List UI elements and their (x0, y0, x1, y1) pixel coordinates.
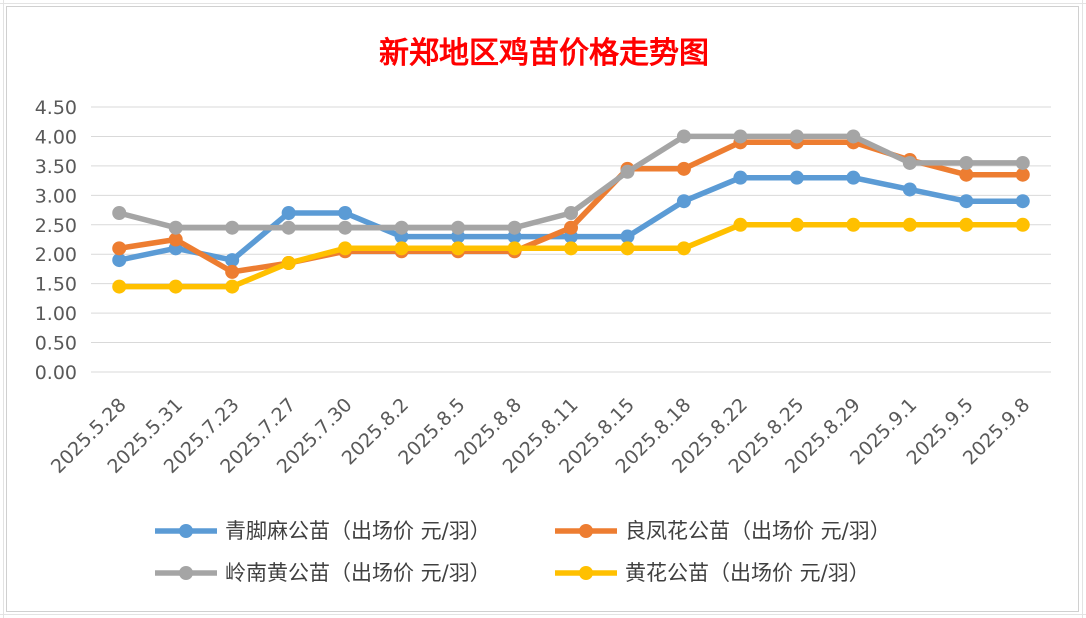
data-point[interactable] (281, 256, 296, 271)
data-point[interactable] (564, 241, 578, 256)
data-point[interactable] (394, 241, 409, 256)
y-tick-label: 1.00 (35, 303, 77, 325)
data-point[interactable] (902, 217, 917, 232)
legend-label: 岭南黄公苗（出场价 元/羽） (225, 561, 491, 585)
data-point[interactable] (1015, 217, 1030, 232)
data-point[interactable] (620, 164, 635, 179)
data-point[interactable] (112, 279, 127, 294)
y-tick-label: 0.50 (35, 333, 77, 355)
legend-label: 黄花公苗（出场价 元/羽） (625, 561, 870, 585)
data-point[interactable] (338, 220, 353, 235)
chart-area[interactable]: 新郑地区鸡苗价格走势图 0.00 0.50 1.00 1.50 2.00 2.50 3.00… (6, 6, 1079, 612)
sheet-gridline (3, 0, 4, 618)
x-axis: 2025.5.282025.5.312025.7.232025.7.272025… (47, 394, 1034, 478)
data-point[interactable] (168, 279, 183, 294)
data-point[interactable] (338, 241, 353, 256)
y-tick-label: 3.50 (35, 156, 77, 178)
data-point[interactable] (902, 182, 917, 197)
data-point[interactable] (225, 220, 240, 235)
data-point[interactable] (789, 217, 804, 232)
y-tick-label: 4.00 (35, 126, 77, 148)
y-tick-label: 2.50 (35, 215, 77, 237)
legend-label: 青脚麻公苗（出场价 元/羽） (225, 519, 491, 543)
data-point[interactable] (846, 129, 861, 144)
data-point[interactable] (1015, 194, 1030, 209)
data-point[interactable] (394, 220, 409, 235)
y-tick-label: 3.00 (35, 185, 77, 207)
data-point[interactable] (733, 170, 748, 185)
data-point[interactable] (451, 220, 466, 235)
y-tick-label: 0.00 (35, 362, 77, 384)
legend-swatch-marker (179, 524, 193, 538)
legend-entry[interactable]: 青脚麻公苗（出场价 元/羽） (155, 519, 491, 543)
data-point[interactable] (564, 206, 578, 220)
data-point[interactable] (676, 241, 691, 256)
series-group (112, 129, 1030, 294)
series-4 (112, 217, 1030, 294)
data-point[interactable] (1015, 155, 1030, 170)
data-point[interactable] (676, 161, 691, 176)
data-point[interactable] (620, 241, 635, 256)
data-point[interactable] (959, 194, 974, 209)
data-point[interactable] (733, 217, 748, 232)
data-point[interactable] (112, 206, 127, 220)
data-point[interactable] (676, 129, 691, 144)
data-point[interactable] (507, 220, 522, 235)
legend-swatch-marker (579, 566, 593, 580)
sheet-gridline (1082, 0, 1083, 618)
data-point[interactable] (225, 279, 240, 294)
legend-swatch-marker (579, 524, 593, 538)
data-point[interactable] (959, 217, 974, 232)
data-point[interactable] (1015, 167, 1030, 182)
data-point[interactable] (168, 220, 183, 235)
data-point[interactable] (959, 167, 974, 182)
y-tick-label: 2.00 (35, 244, 77, 266)
series-3 (112, 129, 1030, 235)
data-point[interactable] (676, 194, 691, 209)
y-tick-label: 1.50 (35, 274, 77, 296)
data-point[interactable] (338, 206, 353, 220)
legend-swatch-marker (179, 566, 193, 580)
sheet-gridline (0, 614, 1086, 615)
legend-entry[interactable]: 黄花公苗（出场价 元/羽） (555, 561, 870, 585)
data-point[interactable] (620, 229, 635, 244)
data-point[interactable] (733, 129, 748, 144)
legend-entry[interactable]: 岭南黄公苗（出场价 元/羽） (155, 561, 491, 585)
data-point[interactable] (281, 220, 296, 235)
data-point[interactable] (451, 241, 466, 256)
data-point[interactable] (281, 206, 296, 220)
data-point[interactable] (564, 220, 578, 235)
legend-entry[interactable]: 良凤花公苗（出场价 元/羽） (555, 519, 891, 543)
legend-label: 良凤花公苗（出场价 元/羽） (625, 519, 891, 543)
data-point[interactable] (225, 264, 240, 279)
data-point[interactable] (168, 232, 183, 247)
data-point[interactable] (112, 253, 127, 268)
sheet-gridline (0, 3, 1086, 4)
data-point[interactable] (846, 170, 861, 185)
data-point[interactable] (507, 241, 522, 256)
y-axis: 0.00 0.50 1.00 1.50 2.00 2.50 3.00 3.50 4.00 4.50 (35, 97, 77, 384)
legend: 青脚麻公苗（出场价 元/羽） 良凤花公苗（出场价 元/羽） 岭南黄公苗（出场价 元/… (155, 519, 891, 585)
chart-title: 新郑地区鸡苗价格走势图 (379, 36, 709, 71)
data-point[interactable] (902, 155, 917, 170)
data-point[interactable] (789, 129, 804, 144)
data-point[interactable] (225, 253, 240, 268)
data-point[interactable] (846, 217, 861, 232)
data-point[interactable] (959, 155, 974, 170)
y-tick-label: 4.50 (35, 97, 77, 119)
data-point[interactable] (112, 241, 127, 256)
line-chart: 新郑地区鸡苗价格走势图 0.00 0.50 1.00 1.50 2.00 2.50 3.00… (35, 36, 1051, 585)
data-point[interactable] (789, 170, 804, 185)
